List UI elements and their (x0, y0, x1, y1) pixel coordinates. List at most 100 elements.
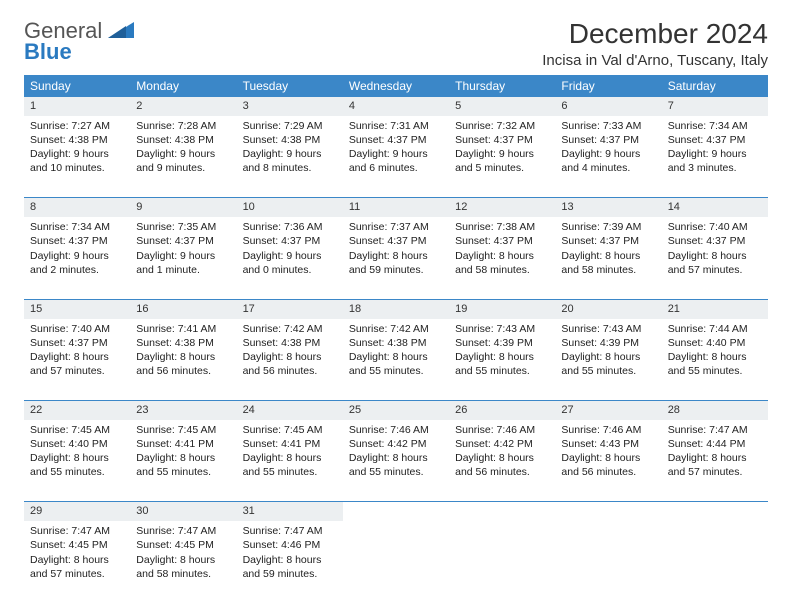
day-number: 12 (455, 201, 467, 213)
day-cell: Sunrise: 7:29 AMSunset: 4:38 PMDaylight:… (237, 116, 343, 198)
day-number-cell: 20 (555, 299, 661, 318)
sunrise-line: Sunrise: 7:34 AM (30, 220, 124, 234)
sunrise-line: Sunrise: 7:37 AM (349, 220, 443, 234)
sunset-line: Sunset: 4:46 PM (243, 538, 337, 552)
day-number-cell: 6 (555, 97, 661, 116)
daylight-line: Daylight: 9 hours and 6 minutes. (349, 147, 443, 175)
day-cell: Sunrise: 7:41 AMSunset: 4:38 PMDaylight:… (130, 319, 236, 401)
day-cell: Sunrise: 7:45 AMSunset: 4:41 PMDaylight:… (237, 420, 343, 502)
daylight-line: Daylight: 8 hours and 56 minutes. (136, 350, 230, 378)
sunset-line: Sunset: 4:38 PM (243, 133, 337, 147)
sunset-line: Sunset: 4:43 PM (561, 437, 655, 451)
day-cell: Sunrise: 7:39 AMSunset: 4:37 PMDaylight:… (555, 217, 661, 299)
day-number-cell: 9 (130, 198, 236, 217)
day-cell: Sunrise: 7:46 AMSunset: 4:42 PMDaylight:… (343, 420, 449, 502)
day-number: 8 (30, 201, 36, 213)
header: General Blue December 2024 Incisa in Val… (24, 18, 768, 69)
empty-cell (555, 521, 661, 603)
weekday-header: Friday (555, 75, 661, 97)
day-number: 23 (136, 404, 148, 416)
sunrise-line: Sunrise: 7:41 AM (136, 322, 230, 336)
day-number-cell: 7 (662, 97, 768, 116)
brand-line2: Blue (24, 39, 72, 64)
daynum-row: 1234567 (24, 97, 768, 116)
daylight-line: Daylight: 9 hours and 2 minutes. (30, 249, 124, 277)
day-number-cell: 5 (449, 97, 555, 116)
sunset-line: Sunset: 4:37 PM (455, 234, 549, 248)
daylight-line: Daylight: 8 hours and 57 minutes. (30, 553, 124, 581)
day-number: 18 (349, 303, 361, 315)
day-number-cell: 3 (237, 97, 343, 116)
sunrise-line: Sunrise: 7:47 AM (668, 423, 762, 437)
location-subtitle: Incisa in Val d'Arno, Tuscany, Italy (542, 52, 768, 69)
day-number-cell: 30 (130, 502, 236, 521)
daylight-line: Daylight: 8 hours and 58 minutes. (561, 249, 655, 277)
day-number: 17 (243, 303, 255, 315)
day-number: 24 (243, 404, 255, 416)
sunrise-line: Sunrise: 7:44 AM (668, 322, 762, 336)
daynum-row: 22232425262728 (24, 401, 768, 420)
daylight-line: Daylight: 8 hours and 55 minutes. (561, 350, 655, 378)
day-number-cell: 14 (662, 198, 768, 217)
weekday-header: Saturday (662, 75, 768, 97)
weekday-header: Sunday (24, 75, 130, 97)
daylight-line: Daylight: 8 hours and 55 minutes. (243, 451, 337, 479)
sunrise-line: Sunrise: 7:47 AM (136, 524, 230, 538)
day-cell: Sunrise: 7:47 AMSunset: 4:46 PMDaylight:… (237, 521, 343, 603)
empty-cell (343, 502, 449, 521)
day-number: 26 (455, 404, 467, 416)
day-number: 6 (561, 100, 567, 112)
day-number: 14 (668, 201, 680, 213)
daynum-row: 29 3031 (24, 502, 768, 521)
sunset-line: Sunset: 4:41 PM (243, 437, 337, 451)
daylight-line: Daylight: 9 hours and 0 minutes. (243, 249, 337, 277)
sunset-line: Sunset: 4:39 PM (561, 336, 655, 350)
sunset-line: Sunset: 4:37 PM (349, 234, 443, 248)
week-row: Sunrise: 7:34 AMSunset: 4:37 PMDaylight:… (24, 217, 768, 299)
sunset-line: Sunset: 4:37 PM (136, 234, 230, 248)
daylight-line: Daylight: 8 hours and 55 minutes. (136, 451, 230, 479)
sunset-line: Sunset: 4:37 PM (455, 133, 549, 147)
day-number: 29 (30, 505, 42, 517)
daylight-line: Daylight: 8 hours and 57 minutes. (668, 451, 762, 479)
daylight-line: Daylight: 8 hours and 55 minutes. (349, 350, 443, 378)
weekday-header: Monday (130, 75, 236, 97)
day-number: 2 (136, 100, 142, 112)
sunset-line: Sunset: 4:38 PM (243, 336, 337, 350)
day-number-cell: 31 (237, 502, 343, 521)
weekday-header: Wednesday (343, 75, 449, 97)
sunset-line: Sunset: 4:40 PM (668, 336, 762, 350)
day-number: 20 (561, 303, 573, 315)
sunrise-line: Sunrise: 7:33 AM (561, 119, 655, 133)
day-number-cell: 1 (24, 97, 130, 116)
sunrise-line: Sunrise: 7:38 AM (455, 220, 549, 234)
day-number-cell: 21 (662, 299, 768, 318)
week-row: Sunrise: 7:27 AMSunset: 4:38 PMDaylight:… (24, 116, 768, 198)
daylight-line: Daylight: 9 hours and 5 minutes. (455, 147, 549, 175)
sunset-line: Sunset: 4:42 PM (349, 437, 443, 451)
daylight-line: Daylight: 9 hours and 3 minutes. (668, 147, 762, 175)
day-cell: Sunrise: 7:47 AMSunset: 4:45 PMDaylight:… (130, 521, 236, 603)
day-cell: Sunrise: 7:42 AMSunset: 4:38 PMDaylight:… (237, 319, 343, 401)
sunset-line: Sunset: 4:40 PM (30, 437, 124, 451)
day-number-cell: 24 (237, 401, 343, 420)
day-number-cell: 27 (555, 401, 661, 420)
day-number: 21 (668, 303, 680, 315)
day-cell: Sunrise: 7:42 AMSunset: 4:38 PMDaylight:… (343, 319, 449, 401)
sunrise-line: Sunrise: 7:40 AM (668, 220, 762, 234)
sunrise-line: Sunrise: 7:45 AM (136, 423, 230, 437)
day-cell: Sunrise: 7:43 AMSunset: 4:39 PMDaylight:… (555, 319, 661, 401)
day-cell: Sunrise: 7:46 AMSunset: 4:42 PMDaylight:… (449, 420, 555, 502)
title-block: December 2024 Incisa in Val d'Arno, Tusc… (542, 18, 768, 69)
logo-triangle-icon (108, 18, 134, 38)
sunset-line: Sunset: 4:37 PM (668, 133, 762, 147)
sunset-line: Sunset: 4:45 PM (136, 538, 230, 552)
daylight-line: Daylight: 8 hours and 58 minutes. (455, 249, 549, 277)
day-number: 15 (30, 303, 42, 315)
sunset-line: Sunset: 4:37 PM (668, 234, 762, 248)
daylight-line: Daylight: 8 hours and 57 minutes. (668, 249, 762, 277)
daylight-line: Daylight: 8 hours and 55 minutes. (30, 451, 124, 479)
day-cell: Sunrise: 7:47 AMSunset: 4:45 PMDaylight:… (24, 521, 130, 603)
empty-cell (662, 502, 768, 521)
week-row: Sunrise: 7:47 AMSunset: 4:45 PM Daylight:… (24, 521, 768, 603)
